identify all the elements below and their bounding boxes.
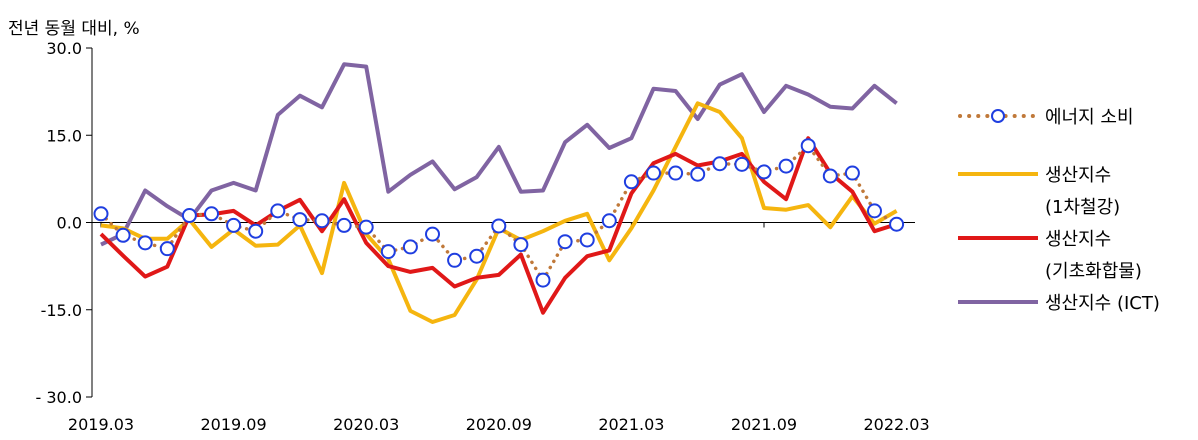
- y-tick-label: -15.0: [41, 301, 82, 320]
- energy-point: [822, 168, 838, 184]
- energy-point: [469, 248, 485, 264]
- energy-point: [800, 138, 816, 154]
- energy-point: [579, 232, 595, 248]
- x-tick-label: 2022.03: [864, 415, 930, 434]
- energy-point: [447, 252, 463, 268]
- series-line-ict: [100, 62, 898, 247]
- legend-sublabel-chem: (기초화합물): [1045, 261, 1142, 282]
- x-tick-label: 2020.03: [333, 415, 399, 434]
- legend-sublabel-steel: (1차철강): [1045, 197, 1121, 218]
- energy-point: [690, 166, 706, 182]
- energy-point: [358, 219, 374, 235]
- energy-point: [844, 165, 860, 181]
- energy-point: [734, 156, 750, 172]
- energy-point: [270, 203, 286, 219]
- legend-item-steel-sub: (1차철강): [958, 190, 1188, 222]
- energy-point: [336, 217, 352, 233]
- x-tick-label: 2019.03: [68, 415, 134, 434]
- legend-label-steel: 생산지수: [1045, 165, 1112, 186]
- energy-point: [867, 203, 882, 219]
- legend-item-chem-sub: (기초화합물): [958, 254, 1188, 286]
- y-tick-label: - 30.0: [36, 388, 82, 407]
- chart-legend: 에너지 소비 생산지수 (1차철강) 생산지수 (기초화합물) 생산지수 (IC…: [958, 100, 1188, 318]
- energy-point: [668, 165, 684, 181]
- energy-point: [314, 213, 330, 229]
- legend-item-steel: 생산지수: [958, 158, 1188, 190]
- energy-point: [889, 216, 905, 232]
- energy-point: [712, 156, 728, 172]
- y-tick-label: 30.0: [46, 39, 82, 58]
- y-tick-label: 15.0: [46, 126, 82, 145]
- energy-point: [513, 237, 529, 253]
- legend-swatch-energy: [958, 109, 1038, 123]
- energy-point: [425, 226, 440, 242]
- energy-point: [778, 158, 794, 174]
- energy-point: [292, 212, 308, 228]
- legend-swatch-chem: [958, 236, 1038, 240]
- legend-item-chem: 생산지수: [958, 222, 1188, 254]
- legend-label-chem: 생산지수: [1045, 229, 1112, 250]
- energy-point: [402, 239, 418, 255]
- energy-point: [204, 206, 219, 222]
- energy-point: [93, 206, 109, 222]
- energy-point: [137, 235, 153, 251]
- energy-point: [115, 227, 131, 243]
- energy-point: [181, 208, 197, 224]
- energy-point: [601, 213, 617, 229]
- x-tick-label: 2019.09: [201, 415, 267, 434]
- energy-point: [159, 241, 175, 257]
- plot-area: 30.0 15.0 0.0 -15.0 - 30.0 2019.03 2019.09 2020…: [36, 39, 930, 434]
- energy-point: [380, 244, 396, 260]
- legend-label-ict: 생산지수 (ICT): [1045, 293, 1160, 314]
- energy-point: [535, 272, 551, 288]
- y-tick-label: 0.0: [57, 214, 82, 233]
- energy-point: [226, 217, 242, 233]
- y-axis-unit-label: 전년 동월 대비, %: [8, 19, 140, 39]
- energy-point: [491, 218, 507, 234]
- energy-point: [646, 165, 661, 181]
- legend-label-energy: 에너지 소비: [1045, 107, 1134, 128]
- legend-item-ict: 생산지수 (ICT): [958, 286, 1188, 318]
- legend-item-energy: 에너지 소비: [958, 100, 1188, 132]
- energy-point: [756, 164, 772, 180]
- x-tick-label: 2020.09: [466, 415, 532, 434]
- legend-swatch-ict: [958, 300, 1038, 304]
- series-line-chem: [99, 136, 898, 315]
- x-tick-label: 2021.09: [731, 415, 797, 434]
- energy-point: [623, 174, 639, 190]
- legend-swatch-steel: [958, 172, 1038, 176]
- energy-point: [557, 234, 573, 250]
- energy-point: [248, 223, 264, 239]
- x-tick-label: 2021.03: [598, 415, 664, 434]
